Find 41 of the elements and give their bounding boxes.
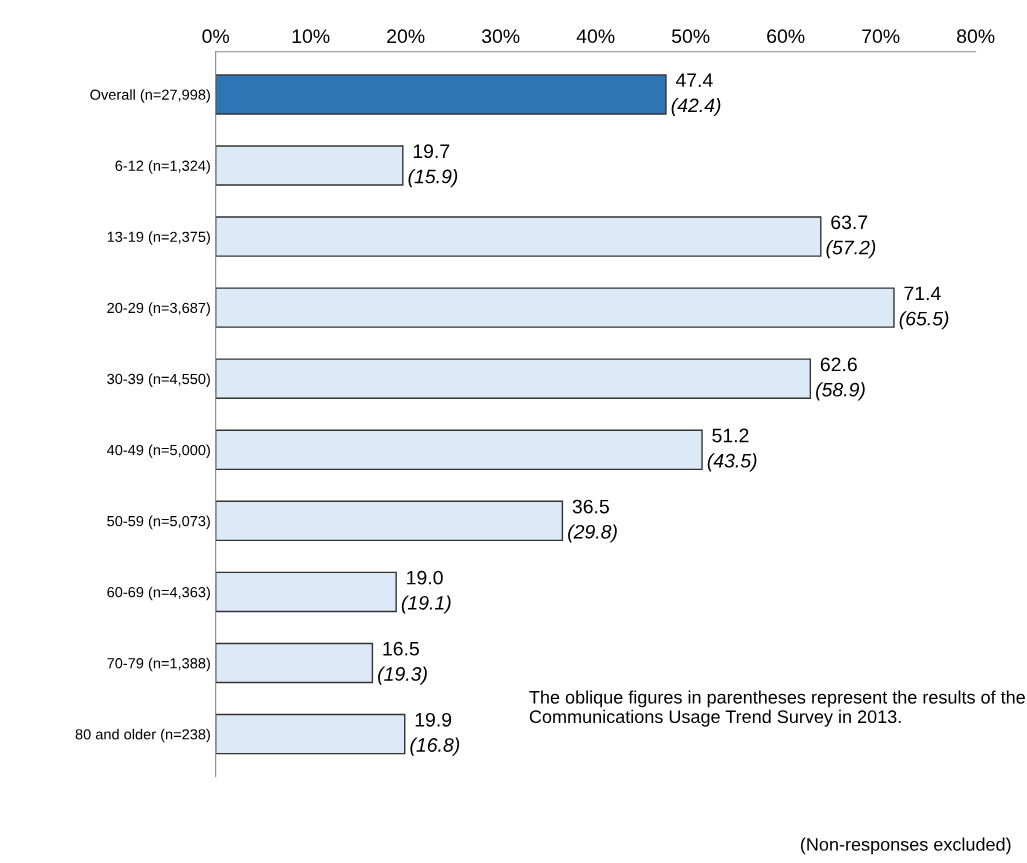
y-tick-label: Overall (n=27,998) xyxy=(90,89,210,103)
data-label: 71.4 (65.5) xyxy=(899,286,949,330)
data-label: 63.7 (57.2) xyxy=(826,215,876,259)
text: (Non-responses excluded) xyxy=(800,837,1011,855)
x-tick-label: 40% xyxy=(576,29,615,44)
bar xyxy=(215,216,822,257)
y-tick-label: 20-29 (n=3,687) xyxy=(107,302,210,316)
data-label: 36.5 (29.8) xyxy=(568,499,617,543)
y-tick-label: 70-79 (n=1,388) xyxy=(107,657,210,672)
bar xyxy=(215,74,667,115)
bar xyxy=(215,642,374,684)
data-label: 19.7 (15.9) xyxy=(408,144,458,188)
data-label: 47.4 (42.4) xyxy=(671,73,721,117)
y-tick-label: 30-39 (n=4,550) xyxy=(107,373,210,388)
data-label: 51.2 (43.5) xyxy=(707,428,757,472)
bar xyxy=(215,287,895,328)
annotation: The oblique figures in parentheses represent the results of the Communications Usage Trend Survey in 2013. xyxy=(529,690,1025,727)
y-tick-label: 13-19 (n=2,375) xyxy=(107,231,210,245)
x-tick-label: 10% xyxy=(292,29,330,44)
data-label: 62.6 (58.9) xyxy=(816,357,865,401)
y-tick-label: 80 and older (n=238) xyxy=(75,728,210,743)
bar xyxy=(215,429,703,471)
data-label: 19.9 (16.8) xyxy=(410,712,460,756)
x-tick-label: 80% xyxy=(957,29,995,44)
data-label: 19.0 (19.1) xyxy=(401,570,451,614)
x-tick-label: 70% xyxy=(862,29,900,44)
y-tick-label: 60-69 (n=4,363) xyxy=(107,586,210,601)
bar xyxy=(215,713,406,755)
bar xyxy=(215,358,812,399)
bar xyxy=(215,500,564,542)
x-tick-label: 30% xyxy=(481,29,520,44)
x-tick-label: 0% xyxy=(202,29,230,44)
bar xyxy=(215,571,397,613)
x-tick-label: 20% xyxy=(387,29,425,44)
y-tick-label: 6-12 (n=1,324) xyxy=(115,160,210,174)
y-tick-label: 50-59 (n=5,073) xyxy=(107,515,210,530)
bar xyxy=(215,145,404,186)
x-tick-label: 60% xyxy=(767,29,805,44)
x-tick-label: 50% xyxy=(671,29,710,44)
y-tick-label: 40-49 (n=5,000) xyxy=(106,444,210,459)
data-label: 16.5 (19.3) xyxy=(378,641,427,685)
